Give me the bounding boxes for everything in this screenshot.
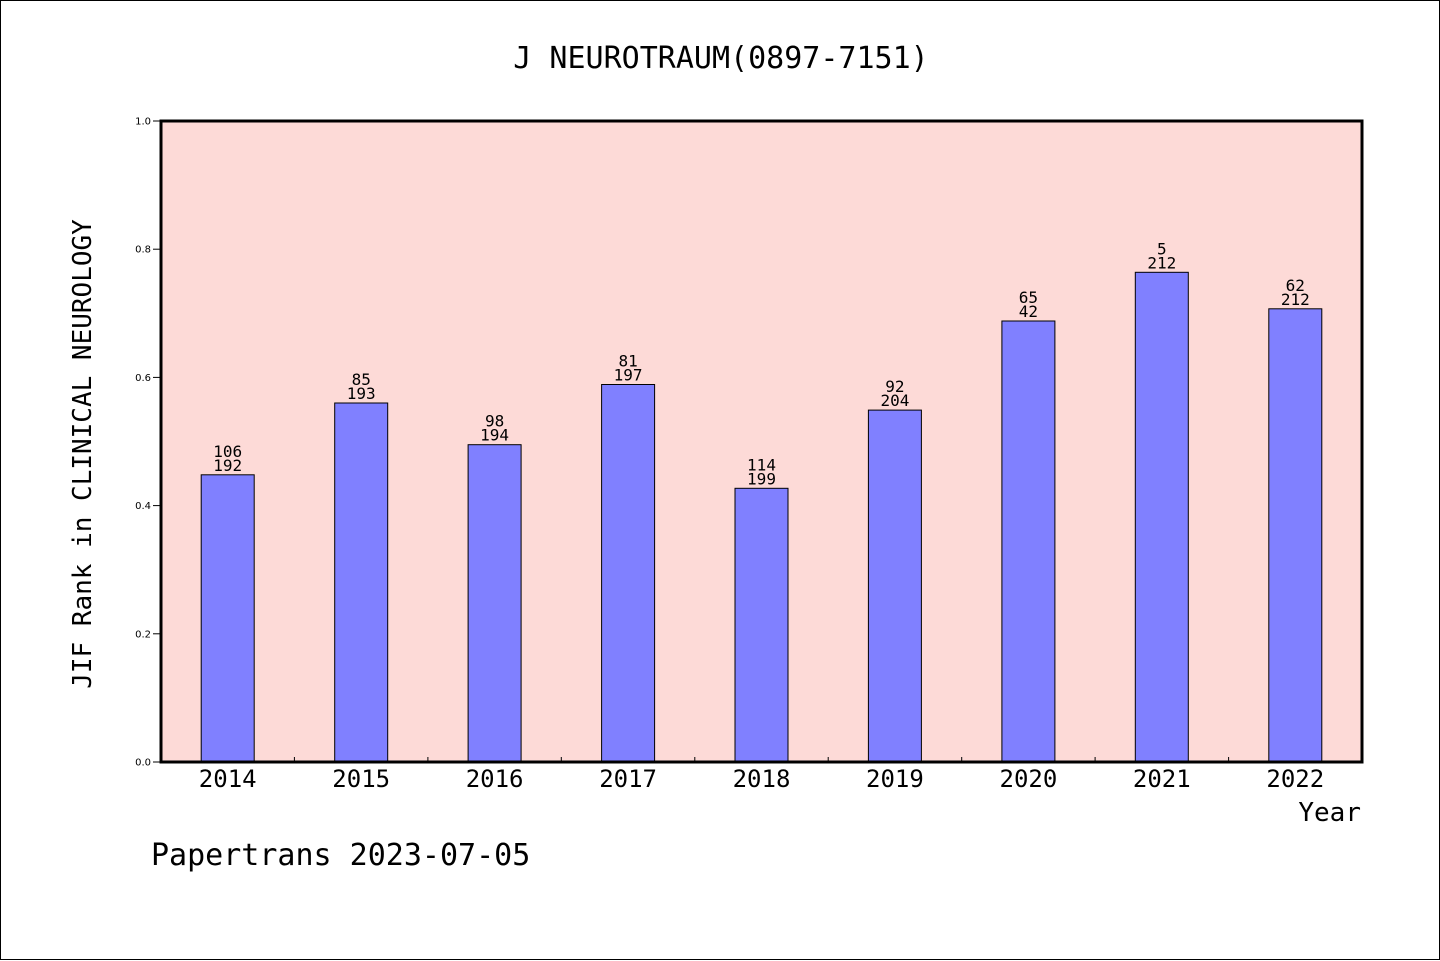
- y-tick-label-0.6: 0.6: [135, 373, 151, 384]
- x-axis-ticks: 2014 2015 2016 2017 2018 2019 2020 2021 2022: [199, 757, 1324, 793]
- chart-title: J NEUROTRAUM(0897-7151): [513, 41, 928, 76]
- bar-total-label-2021: 212: [1147, 253, 1176, 272]
- bar-total-label-2014: 192: [213, 456, 242, 475]
- footer-source: Papertrans 2023-07-05: [151, 838, 530, 873]
- y-axis-ticks: 0.0 0.2 0.4 0.6 0.8 1.0: [135, 117, 161, 769]
- y-tick-label-0.0: 0.0: [135, 758, 151, 769]
- bar-rank-label-2018: 114: [747, 455, 776, 474]
- bar-2018: [734, 487, 789, 763]
- bar-labels-group: 1061928519398194811971141999220465425212…: [213, 239, 1310, 488]
- x-tick-label-2016: 2016: [466, 765, 524, 793]
- x-tick-label-2020: 2020: [1000, 765, 1058, 793]
- y-tick-label-1.0: 1.0: [135, 117, 151, 128]
- bars-group: [200, 271, 1323, 763]
- bar-total-label-2020: 42: [1019, 302, 1038, 321]
- x-tick-label-2017: 2017: [599, 765, 657, 793]
- bar-rank-label-2017: 81: [618, 352, 637, 371]
- bar-2016: [467, 444, 522, 763]
- bar-total-label-2016: 194: [480, 426, 509, 445]
- x-tick-label-2014: 2014: [199, 765, 257, 793]
- bar-2017: [601, 384, 656, 763]
- x-tick-label-2019: 2019: [866, 765, 924, 793]
- x-tick-label-2022: 2022: [1266, 765, 1324, 793]
- bar-2021: [1134, 271, 1189, 763]
- bar-rank-label-2021: 5: [1157, 239, 1167, 258]
- bar-rank-label-2015: 85: [352, 370, 371, 389]
- plot-border: [159, 119, 1364, 764]
- bar-2022: [1268, 308, 1323, 763]
- bar-rank-label-2020: 65: [1019, 288, 1038, 307]
- x-tick-label-2021: 2021: [1133, 765, 1191, 793]
- bar-total-label-2017: 197: [614, 366, 643, 385]
- y-tick-label-0.8: 0.8: [135, 245, 151, 256]
- y-tick-label-0.2: 0.2: [135, 629, 151, 640]
- bar-rank-label-2016: 98: [485, 412, 504, 431]
- bar-rank-label-2019: 92: [885, 377, 904, 396]
- bar-2020: [1001, 320, 1056, 763]
- bar-total-label-2022: 212: [1281, 290, 1310, 309]
- bar-total-label-2015: 193: [347, 384, 376, 403]
- y-axis-label: JIF Rank in CLINICAL NEUROLOGY: [68, 219, 98, 689]
- bar-2015: [334, 402, 389, 763]
- y-tick-label-0.4: 0.4: [135, 501, 151, 512]
- bar-2019: [867, 409, 922, 763]
- bar-rank-label-2022: 62: [1286, 276, 1305, 295]
- bar-total-label-2019: 204: [880, 391, 909, 410]
- bar-total-label-2018: 199: [747, 469, 776, 488]
- bar-2014: [200, 474, 255, 763]
- x-axis-label: Year: [1298, 798, 1361, 828]
- bar-rank-label-2014: 106: [213, 442, 242, 461]
- x-tick-label-2015: 2015: [332, 765, 390, 793]
- x-tick-label-2018: 2018: [733, 765, 791, 793]
